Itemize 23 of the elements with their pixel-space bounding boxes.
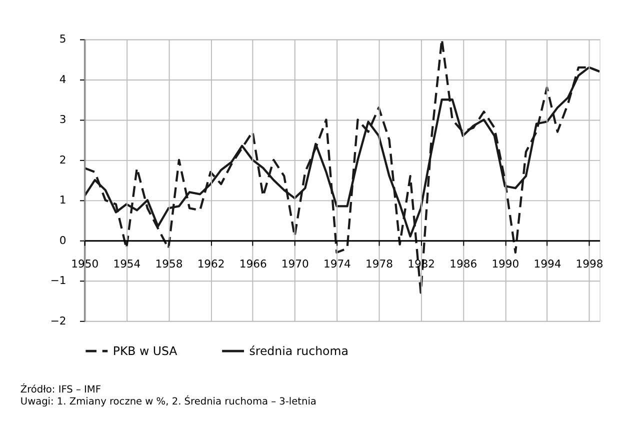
x-tick-label: 1974	[323, 257, 352, 270]
y-tick-label: −2	[50, 314, 66, 328]
x-tick-label: 1970	[281, 257, 310, 270]
legend-label: średnia ruchoma	[249, 344, 348, 358]
x-tick-label: 1958	[155, 257, 183, 270]
x-tick-label: 1990	[492, 257, 520, 270]
x-tick-label: 1954	[113, 257, 141, 270]
y-tick-label: 2	[59, 153, 66, 166]
y-tick-label: 5	[59, 32, 66, 46]
x-tick-label: 1986	[450, 257, 478, 270]
text: Uwagi: 1. Zmiany roczne w %, 2. Średnia ruchoma – 3-letnia	[20, 394, 316, 408]
y-tick-label: 4	[59, 72, 66, 86]
y-tick-label: −1	[50, 274, 66, 288]
x-tick-label: 1966	[239, 257, 267, 270]
x-tick-label: 1998	[576, 257, 604, 270]
text: Źródło: IFS – IMF	[20, 382, 102, 396]
x-tick-label: 1962	[197, 257, 225, 270]
x-tick-label: 1978	[366, 257, 394, 270]
y-tick-label: 0	[59, 234, 66, 247]
y-tick-label: 1	[59, 194, 66, 207]
x-tick-label: 1994	[534, 257, 562, 270]
y-tick-label: 3	[59, 113, 66, 126]
legend-label: PKB w USA	[112, 344, 178, 358]
